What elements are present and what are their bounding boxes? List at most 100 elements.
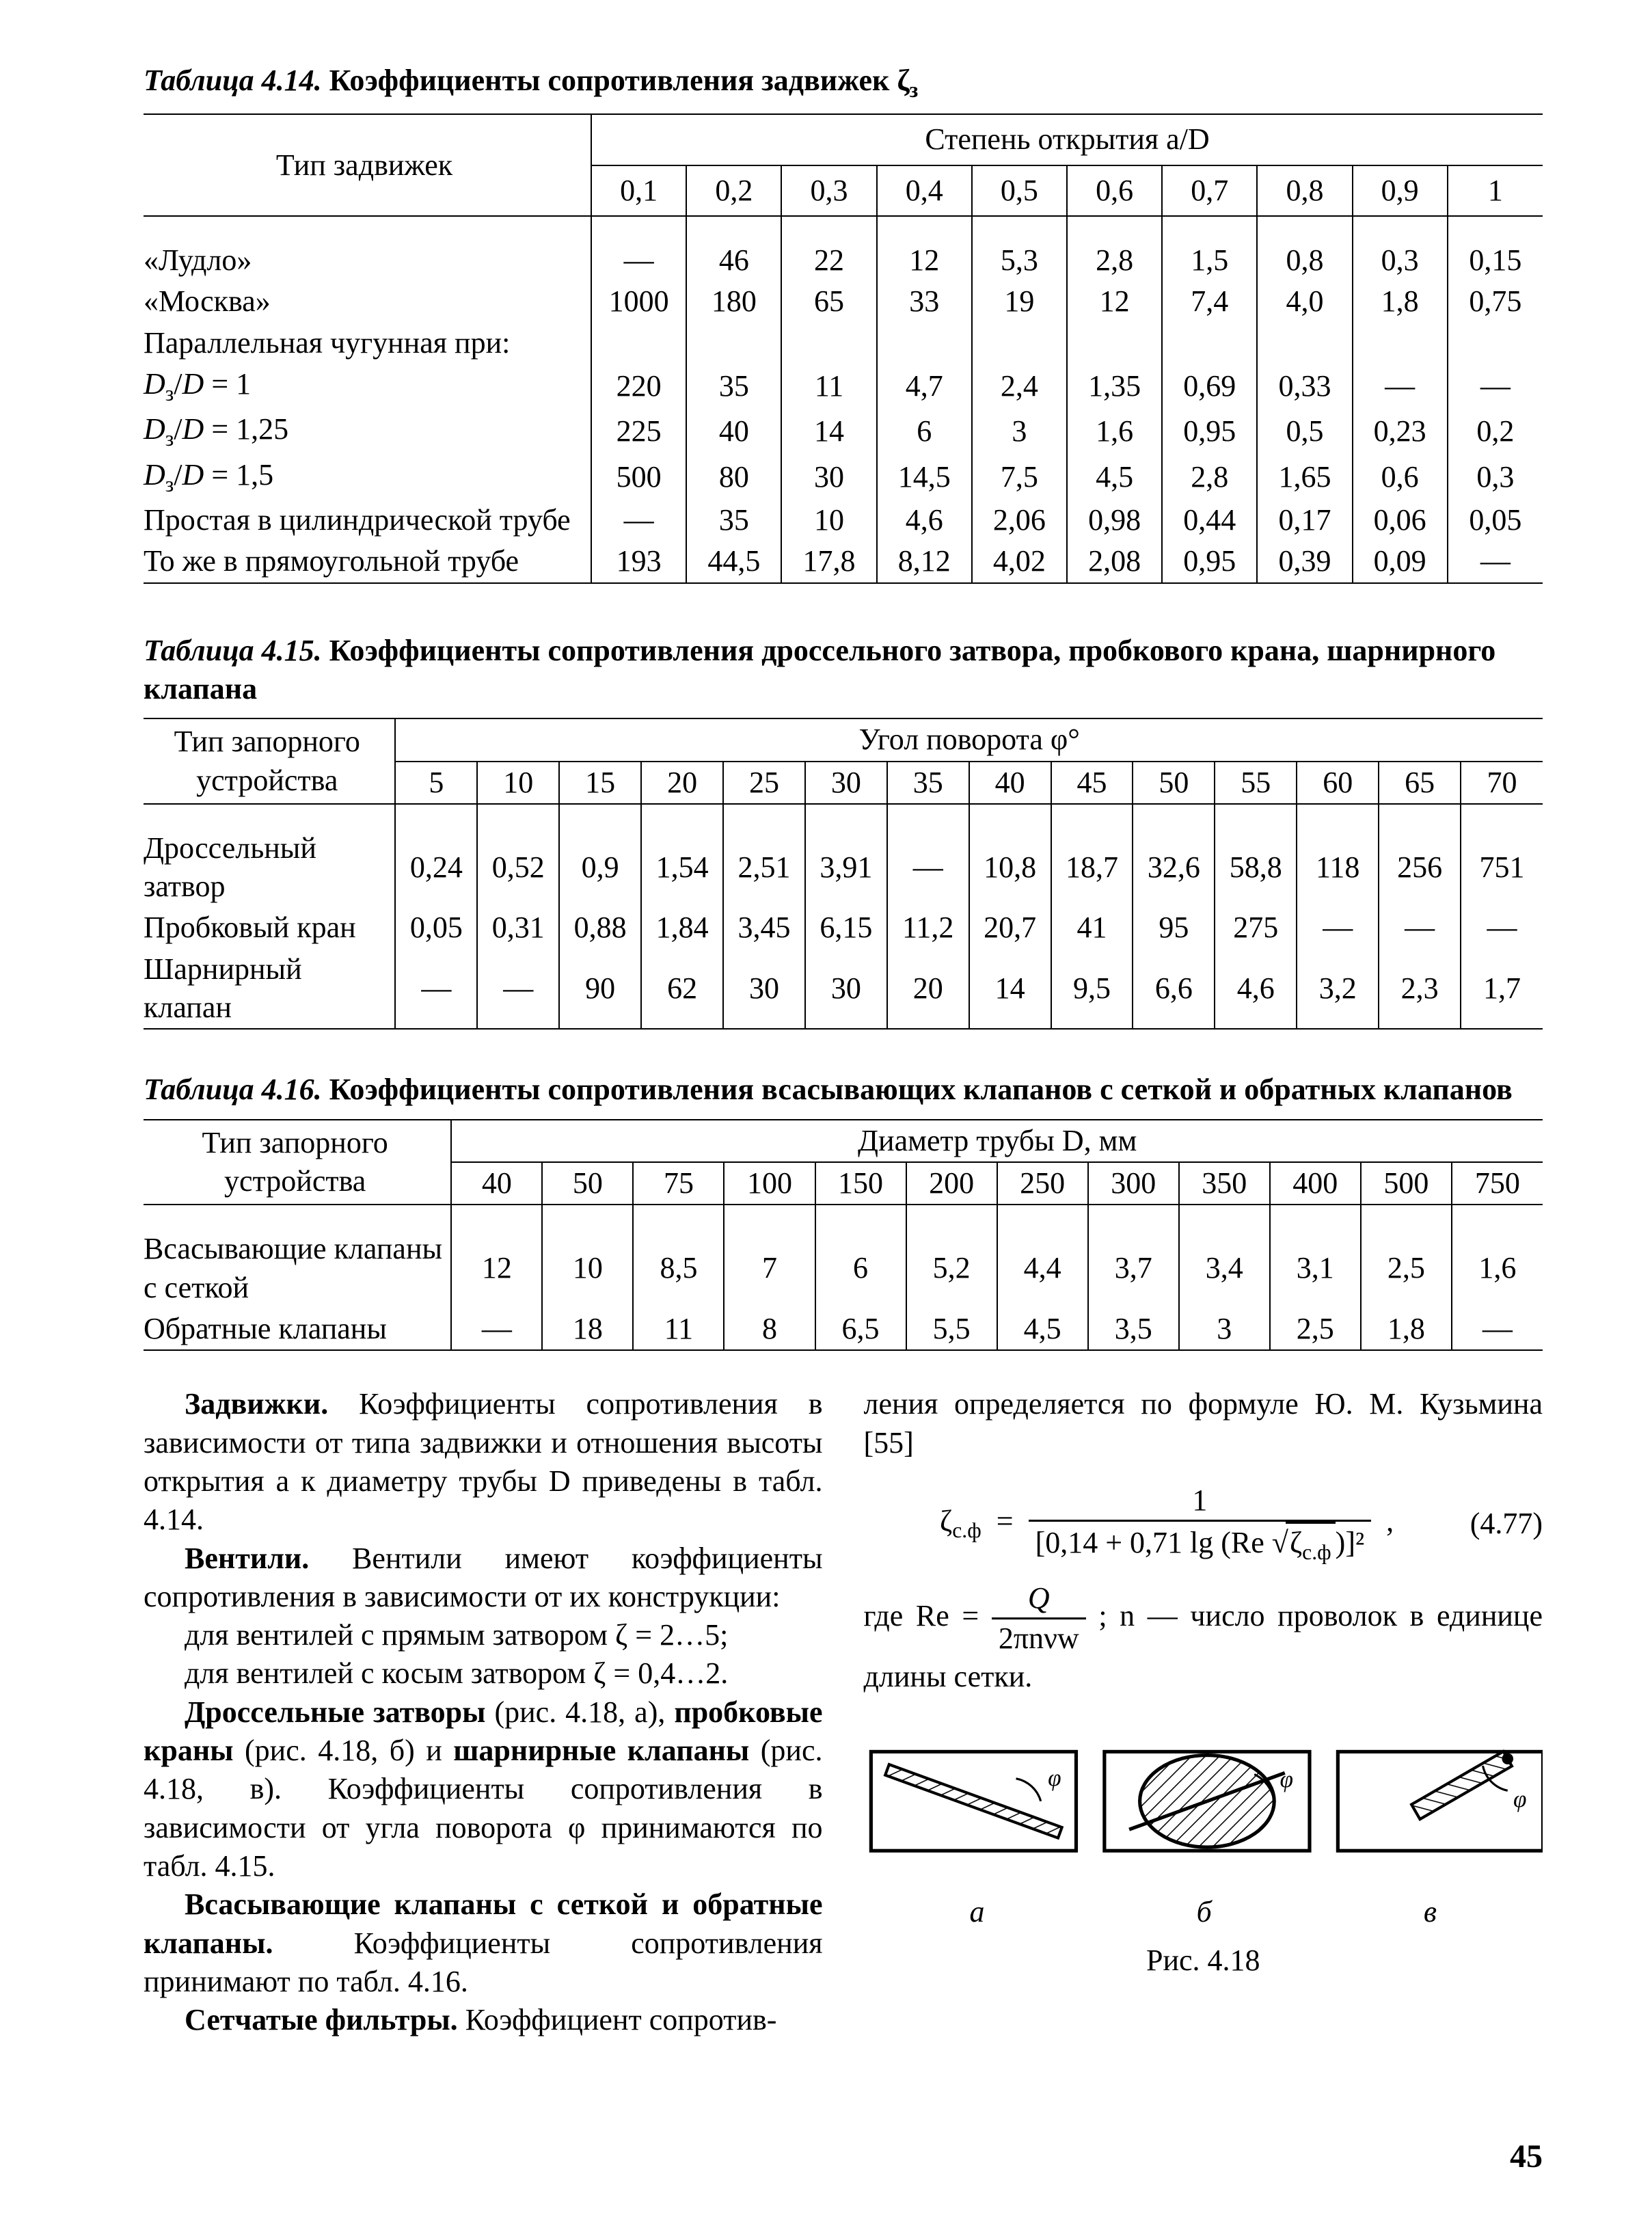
t415-cell: 3,2 (1297, 949, 1379, 1030)
figure-label-c: в (1424, 1893, 1437, 1931)
t415-cell: 0,31 (477, 907, 559, 948)
t415-col: 60 (1297, 762, 1379, 804)
t414-cell: 0,17 (1257, 500, 1352, 541)
t416-cell: 10 (542, 1228, 633, 1308)
table-row: «Лудло» — 46 22 12 5,3 2,8 1,5 0,8 0,3 0… (144, 240, 1543, 281)
t416-cell: 4,4 (997, 1228, 1088, 1308)
phi-label: φ (1513, 1786, 1526, 1813)
t414-col: 0,1 (591, 165, 686, 216)
t414-cell: 11 (781, 364, 876, 409)
t416-col: 75 (633, 1162, 724, 1205)
table-416-caption-label: Таблица 4.16. (144, 1073, 322, 1106)
t415-cell: 2,51 (723, 828, 805, 908)
t414-cell: 2,8 (1067, 240, 1162, 281)
t416-cell: 3 (1179, 1308, 1270, 1350)
lead-setch: Сетчатые фильтры. (185, 2003, 458, 2036)
table-row: Всасывающие клапаны с сеткой 12 10 8,5 7… (144, 1228, 1543, 1308)
re-den: 2πnνw (992, 1617, 1086, 1658)
formula-lhs-sub: с.ф (952, 1518, 981, 1542)
t414-cell: 0,75 (1448, 281, 1543, 322)
table-414: Тип задвижек Степень открытия a/D 0,1 0,… (144, 113, 1543, 583)
t415-cell: — (395, 949, 477, 1030)
t414-cell: 2,08 (1067, 541, 1162, 582)
t414-cell: — (591, 240, 686, 281)
t414-cell: 2,8 (1162, 455, 1257, 500)
t415-cell: 11,2 (887, 907, 969, 948)
t415-col: 45 (1051, 762, 1133, 804)
t416-col: 350 (1179, 1162, 1270, 1205)
t414-cell: 0,23 (1353, 409, 1448, 454)
t414-cell: 3 (972, 409, 1067, 454)
t415-cell: 275 (1215, 907, 1297, 948)
t414-cell: 4,0 (1257, 281, 1352, 322)
t415-cell: 62 (641, 949, 723, 1030)
t416-cell: 12 (451, 1228, 542, 1308)
t414-cell: 0,98 (1067, 500, 1162, 541)
t415-cell: 118 (1297, 828, 1379, 908)
t415-cell: 20,7 (969, 907, 1051, 948)
formula-den-root: ζ (1290, 1526, 1302, 1559)
t414-cell: 0,05 (1448, 500, 1543, 541)
t414-cell: 46 (686, 240, 781, 281)
formula-number: (4.77) (1470, 1505, 1543, 1543)
t416-cell: 3,7 (1088, 1228, 1179, 1308)
table-414-caption-label: Таблица 4.14. (144, 64, 322, 97)
t414-col: 0,3 (781, 165, 876, 216)
t414-cell: 7,4 (1162, 281, 1257, 322)
t415-cell: 10,8 (969, 828, 1051, 908)
t416-groupheader: Диаметр трубы D, мм (451, 1120, 1543, 1162)
table-row: «Москва» 1000 180 65 33 19 12 7,4 4,0 1,… (144, 281, 1543, 322)
t414-cell: 0,8 (1257, 240, 1352, 281)
figure-label-b: б (1197, 1893, 1212, 1931)
t415-cell: 0,88 (559, 907, 641, 948)
formula-477: ζс.ф = 1 [0,14 + 0,71 lg (Re √ζс.ф)]² , … (864, 1481, 1543, 1567)
t414-cell: — (1448, 364, 1543, 409)
table-row: Dз/D = 1,25 225 40 14 6 3 1,6 0,95 0,5 0… (144, 409, 1543, 454)
t416-col: 250 (997, 1162, 1088, 1205)
table-415-caption-label: Таблица 4.15. (144, 634, 322, 667)
t416-cell: 7 (724, 1228, 815, 1308)
t414-col: 0,2 (686, 165, 781, 216)
t414-cell: 0,44 (1162, 500, 1257, 541)
t415-cell: 1,84 (641, 907, 723, 948)
lead-zadvizhki: Задвижки. (185, 1387, 328, 1421)
t415-cell: 256 (1379, 828, 1461, 908)
t416-rowheader: Тип запорного устройства (144, 1120, 451, 1205)
t415-groupheader: Угол поворота φ° (395, 718, 1543, 761)
t414-cell: 220 (591, 364, 686, 409)
t414-cell: 22 (781, 240, 876, 281)
t414-rowlabel: «Лудло» (144, 240, 591, 281)
table-row: То же в прямоугольной трубе 193 44,5 17,… (144, 541, 1543, 582)
t414-cell: 1,65 (1257, 455, 1352, 500)
t414-cell: 8,12 (877, 541, 972, 582)
t416-cell: 5,5 (906, 1308, 997, 1350)
t416-cell: 1,8 (1361, 1308, 1452, 1350)
t415-cell: 1,7 (1461, 949, 1543, 1030)
t414-cell: 1,8 (1353, 281, 1448, 322)
t416-col: 300 (1088, 1162, 1179, 1205)
t414-cell: 1,6 (1067, 409, 1162, 454)
t414-cell: 80 (686, 455, 781, 500)
t414-rowheader: Тип задвижек (144, 114, 591, 216)
t414-cell: 0,6 (1353, 455, 1448, 500)
t416-cell: — (1452, 1308, 1543, 1350)
t414-cell: 180 (686, 281, 781, 322)
t416-cell: 18 (542, 1308, 633, 1350)
t415-col: 30 (805, 762, 887, 804)
t415-col: 20 (641, 762, 723, 804)
body-text: ления определяется по формуле Ю. М. Кузь… (864, 1385, 1543, 1462)
t416-cell: 8 (724, 1308, 815, 1350)
t416-cell: 3,1 (1270, 1228, 1361, 1308)
t416-rowlabel: Всасывающие клапаны с сеткой (144, 1228, 451, 1308)
t414-cell: 30 (781, 455, 876, 500)
t414-cell: 6 (877, 409, 972, 454)
t415-col: 15 (559, 762, 641, 804)
body-text: (рис. 4.18, б) и (234, 1734, 454, 1767)
t415-col: 65 (1379, 762, 1461, 804)
t416-rowlabel: Обратные клапаны (144, 1308, 451, 1350)
formula-den-a: [0,14 + 0,71 lg (Re (1035, 1526, 1272, 1559)
t415-cell: 90 (559, 949, 641, 1030)
table-415-caption-text: Коэффициенты сопротивления дроссельного … (144, 634, 1495, 705)
lead-ventili: Вентили. (185, 1542, 309, 1575)
page-number: 45 (144, 2136, 1543, 2177)
